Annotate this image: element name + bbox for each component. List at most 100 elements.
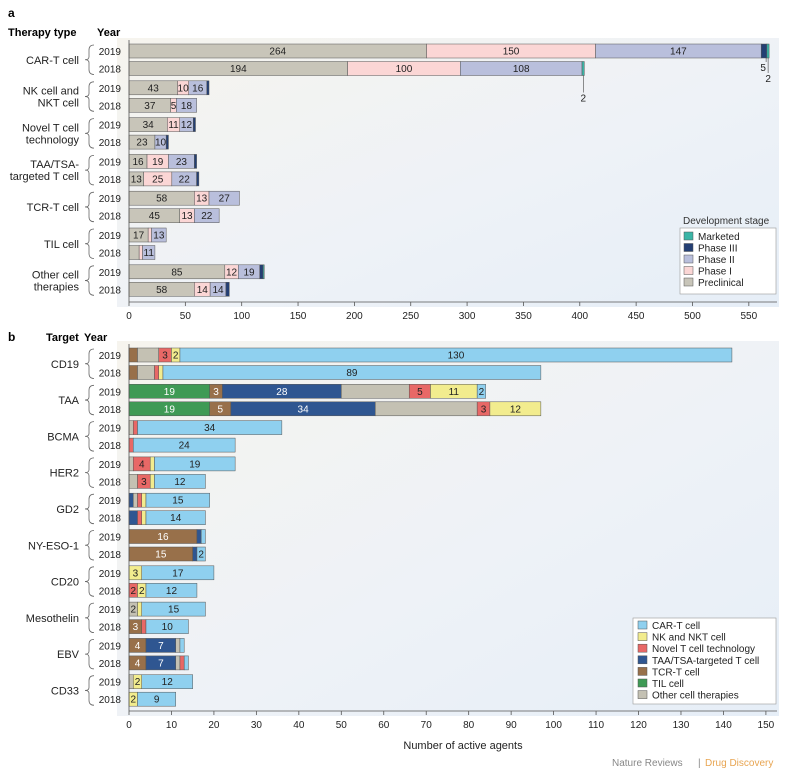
bar-cd19-2019-tcr-t-cell (128, 347, 138, 363)
bar-value-label: 3 (162, 351, 168, 362)
brace-cd20 (84, 566, 95, 597)
x-tick-label-a: 250 (402, 311, 419, 322)
bar-value-label: 13 (196, 194, 208, 205)
x-tick-label-a: 50 (180, 311, 192, 322)
bar-value-label: 13 (131, 174, 143, 185)
target-label-cd33: CD33 (51, 685, 79, 697)
x-tick-label-b: 140 (715, 720, 732, 731)
legend-label-phase-iii: Phase III (698, 244, 737, 255)
bar-cd19-2018-novel-t-cell-technology (154, 365, 159, 380)
bar-car-t-cell-2018-marketed (581, 61, 585, 76)
therapy-label-other-cell-therapies: therapies (34, 282, 80, 294)
legend-swatch-phase-iii (683, 243, 694, 252)
bar-cd19-2019-other-cell-therapies (137, 347, 159, 363)
legend-swatch-preclinical (683, 277, 694, 287)
bar-value-label: 11 (449, 387, 460, 398)
brace-taa (84, 384, 95, 416)
bar-value-label: 2 (173, 351, 179, 362)
footer-journal: Nature Reviews (612, 758, 683, 769)
callout-label: 2 (581, 94, 587, 105)
bar-value-label: 3 (213, 387, 219, 398)
bar-taa-2018-nk-and-nkt-cell (489, 401, 542, 417)
x-tick-label-b: 120 (630, 720, 647, 731)
target-label-ny-eso-1: NY-ESO-1 (28, 540, 79, 552)
bar-value-label: 45 (149, 211, 161, 222)
bar-car-t-cell-2019-marketed (766, 43, 770, 59)
panel-b-target-header: Target (46, 332, 79, 344)
year-label: 2019 (99, 84, 122, 95)
year-label: 2019 (99, 641, 122, 652)
year-label: 2019 (99, 496, 122, 507)
bar-value-label: 130 (448, 351, 465, 362)
x-tick-label-b: 130 (673, 720, 690, 731)
bar-value-label: 19 (189, 459, 201, 470)
bar-novel-t-cell-technology-2019-phase-iii (192, 117, 196, 132)
x-tick-label-a: 500 (684, 311, 701, 322)
bar-tcr-t-cell-2019-phase-ii (208, 190, 240, 206)
bar-value-label: 12 (181, 120, 193, 131)
bar-cd19-2018-other-cell-therapies (137, 365, 155, 380)
x-tick-label-b: 110 (588, 720, 604, 731)
bar-cd33-2018-car-t-cell (137, 691, 176, 707)
bar-novel-t-cell-technology-2018-phase-iii (165, 134, 169, 150)
bar-value-label: 19 (243, 267, 255, 278)
bar-value-label: 27 (219, 194, 231, 205)
bar-her2-2019-other-cell-therapies (128, 456, 134, 472)
bar-value-label: 3 (481, 404, 487, 415)
legend-swatch-taa-tsa-targeted-t-cell (637, 655, 648, 665)
year-label: 2018 (99, 175, 122, 186)
therapy-label-taa-tsa-targeted-t-cell: targeted T cell (10, 171, 79, 183)
bar-mesothelin-2018-novel-t-cell-technology (141, 619, 147, 634)
panel-a-therapy-header: Therapy type (8, 27, 76, 39)
brace-novel-t-cell-technology (84, 118, 95, 149)
therapy-label-nk-cell-and-nkt-cell: NK cell and (23, 86, 79, 98)
year-label: 2018 (99, 623, 122, 634)
x-tick-label-a: 450 (628, 311, 645, 322)
bar-value-label: 23 (136, 138, 148, 149)
year-label: 2019 (99, 678, 122, 689)
bar-her2-2018-nk-and-nkt-cell (149, 474, 155, 489)
bar-value-label: 10 (178, 83, 190, 94)
brace-other-cell-therapies (84, 265, 95, 296)
therapy-label-tcr-t-cell: TCR-T cell (27, 202, 79, 214)
bar-value-label: 264 (269, 47, 286, 58)
bar-bcma-2019-other-cell-therapies (128, 420, 134, 435)
bar-value-label: 11 (168, 120, 179, 131)
bar-nk-cell-and-nkt-cell-2019-phase-iii (206, 80, 210, 96)
bar-value-label: 14 (197, 285, 209, 296)
year-label: 2019 (99, 231, 122, 242)
bar-bcma-2019-novel-t-cell-technology (132, 420, 138, 435)
bar-value-label: 5 (171, 101, 177, 112)
legend-label-novel-t-cell-technology: Novel T cell technology (652, 644, 755, 655)
year-label: 2018 (99, 212, 122, 223)
x-tick-label-b: 0 (126, 720, 132, 731)
bar-value-label: 15 (172, 496, 184, 507)
bar-ebv-2018-car-t-cell (183, 655, 189, 671)
bar-value-label: 12 (166, 586, 178, 597)
year-label: 2018 (99, 441, 122, 452)
bar-value-label: 2 (479, 387, 485, 398)
legend-swatch-car-t-cell (637, 620, 648, 630)
bar-value-label: 10 (155, 138, 167, 149)
bar-til-cell-2019-phase-ii (151, 227, 167, 243)
year-label: 2018 (99, 695, 122, 706)
bar-her2-2019-car-t-cell (154, 456, 236, 472)
bar-value-label: 18 (181, 101, 193, 112)
target-label-cd20: CD20 (51, 577, 79, 589)
bar-value-label: 16 (132, 157, 144, 168)
bar-tcr-t-cell-2018-phase-ii (194, 208, 220, 223)
bar-value-label: 5 (417, 387, 423, 398)
bar-value-label: 24 (179, 441, 191, 452)
x-tick-label-b: 80 (463, 720, 475, 731)
bar-cd33-2019-car-t-cell (141, 674, 193, 689)
bar-value-label: 16 (192, 83, 204, 94)
brace-bcma (84, 421, 95, 452)
brace-taa-tsa-targeted-t-cell (84, 155, 95, 186)
legend-swatch-phase-ii (683, 254, 694, 264)
x-tick-label-b: 40 (293, 720, 305, 731)
bar-taa-2019-car-t-cell (476, 384, 486, 399)
year-label: 2019 (99, 268, 122, 279)
legend-label-marketed: Marketed (698, 232, 740, 243)
